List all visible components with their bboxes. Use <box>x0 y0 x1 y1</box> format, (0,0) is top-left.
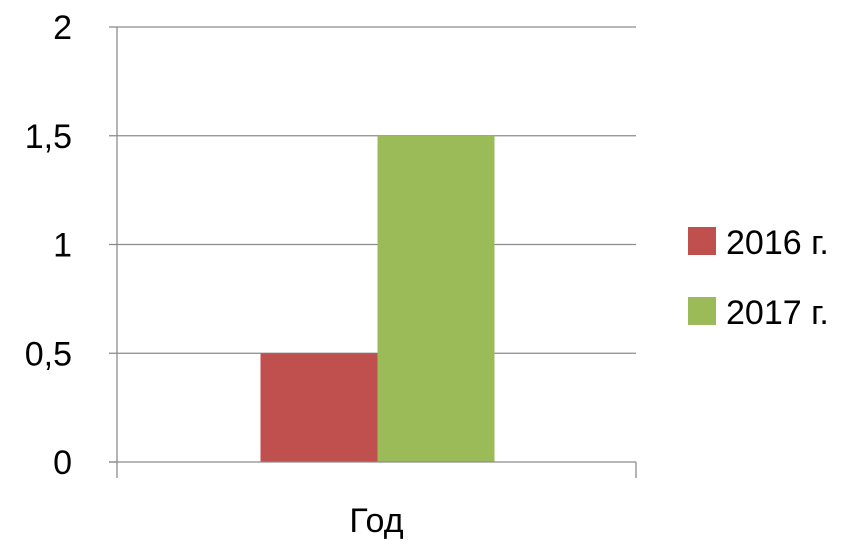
legend: 2016 г. 2017 г. <box>688 224 829 332</box>
legend-swatch-2017 <box>688 297 716 325</box>
bar-2016 <box>260 353 378 462</box>
y-tick-label: 1 <box>53 227 72 265</box>
y-tick-label: 2 <box>53 9 72 47</box>
y-tick-label: 1,5 <box>25 118 72 156</box>
y-tick-label: 0,5 <box>25 335 72 373</box>
bar-2017 <box>377 135 495 462</box>
gridlines <box>117 26 636 354</box>
axes <box>109 26 637 478</box>
bars <box>260 135 495 462</box>
legend-label-2016: 2016 г. <box>726 224 829 262</box>
y-tick-labels: 0 0,5 1 1,5 2 <box>25 9 72 482</box>
x-category-label: Год <box>349 502 403 540</box>
y-tick-label: 0 <box>53 444 72 482</box>
legend-label-2017: 2017 г. <box>726 294 829 332</box>
legend-swatch-2016 <box>688 227 716 255</box>
